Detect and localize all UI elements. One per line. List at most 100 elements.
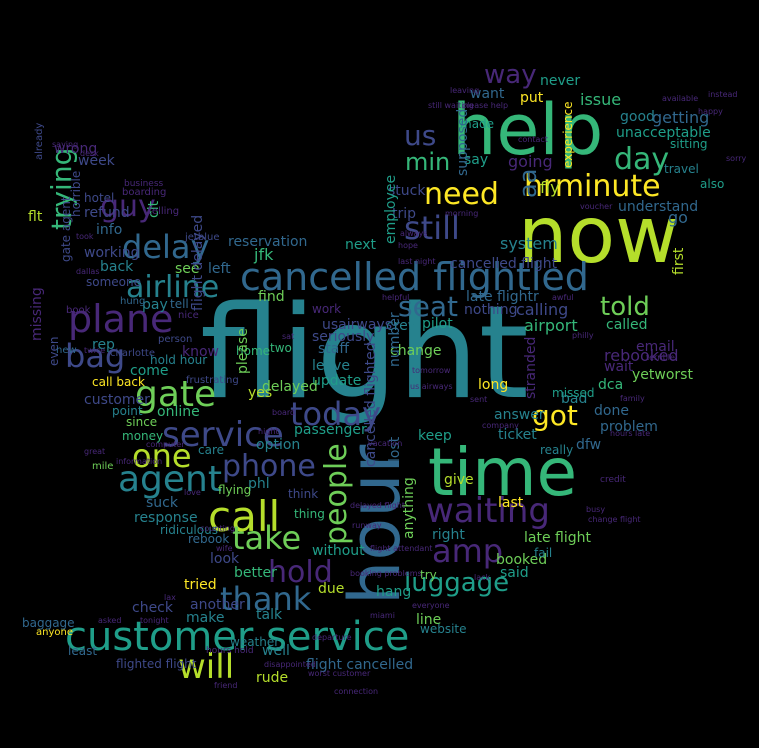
word: pay — [142, 297, 168, 313]
word: ridiculous — [160, 523, 218, 537]
word: guy — [100, 189, 156, 224]
word: leaving — [450, 86, 480, 95]
word: rebooked — [604, 346, 679, 365]
word: made — [460, 117, 495, 131]
word: computer — [146, 440, 185, 449]
word: person — [158, 334, 193, 345]
word: rude — [256, 670, 289, 686]
word: people — [319, 443, 354, 545]
word: great — [84, 447, 106, 456]
word: customer — [84, 392, 150, 408]
word: since — [126, 415, 158, 429]
word: least — [68, 644, 98, 658]
word: took — [76, 232, 94, 241]
word: jfk — [254, 245, 274, 264]
word: family — [620, 394, 645, 403]
word: unacceptable — [616, 125, 711, 141]
word: right — [432, 527, 465, 543]
word: calling — [516, 300, 569, 319]
word: employee — [383, 174, 399, 244]
word: cancelled flight — [450, 256, 558, 272]
word: nothing — [464, 302, 518, 318]
word: stranded — [523, 336, 539, 399]
word: bad — [561, 391, 588, 407]
word: hung — [120, 296, 146, 307]
word: flighted flight — [116, 657, 197, 671]
word: delayed — [262, 379, 318, 395]
word: everyone — [412, 601, 450, 610]
word: sat — [282, 332, 295, 341]
word: late flight — [524, 530, 591, 546]
word: still — [404, 209, 460, 247]
word: twice — [84, 346, 106, 355]
word: travel — [664, 162, 699, 176]
word: desk — [80, 149, 99, 158]
word: passenger — [294, 422, 367, 438]
word: flying — [218, 483, 252, 497]
word: board — [272, 408, 296, 417]
word: today — [290, 395, 381, 433]
word: dfw — [576, 437, 602, 453]
word: tell — [170, 297, 189, 311]
word: change — [390, 343, 442, 359]
word: hold — [268, 555, 333, 590]
word: need — [424, 177, 499, 212]
word: say — [464, 152, 489, 168]
word: charlotte — [110, 348, 155, 359]
word: answer — [494, 407, 545, 423]
word: update — [312, 373, 362, 389]
word: anyone — [36, 627, 73, 638]
word: stuck — [388, 183, 426, 199]
word: suck — [146, 495, 178, 511]
word: take — [232, 519, 302, 557]
word: last night — [398, 257, 436, 266]
word: boarding — [122, 187, 167, 198]
word: hotel — [84, 191, 115, 205]
word: flight attendant — [370, 544, 433, 553]
word: one — [132, 437, 192, 475]
word: want — [470, 86, 505, 102]
word: come — [130, 363, 169, 379]
word: think — [288, 487, 319, 501]
word: home — [236, 344, 271, 358]
word: already — [34, 122, 45, 160]
word: gate agent — [59, 196, 73, 262]
word: friend — [214, 681, 238, 690]
word: give — [444, 472, 474, 488]
word: left — [208, 261, 231, 277]
word: love — [184, 488, 201, 497]
word: us — [404, 119, 437, 152]
word: aa — [514, 168, 542, 198]
word: call back — [92, 375, 145, 389]
word: lax — [164, 593, 176, 602]
word: credit — [600, 475, 626, 485]
word: philly — [572, 331, 594, 340]
word: called — [606, 317, 648, 333]
word: now — [518, 191, 679, 281]
word: weather — [230, 635, 280, 649]
word: good — [620, 109, 655, 125]
word: without — [312, 543, 365, 559]
word: way — [484, 60, 537, 90]
word: company — [482, 421, 519, 430]
word: always — [400, 229, 428, 238]
word: never — [540, 73, 581, 89]
word: keep — [418, 428, 452, 444]
word: response — [134, 510, 198, 526]
word: number — [387, 312, 403, 367]
word: getting — [652, 108, 710, 127]
word: hang — [376, 584, 412, 600]
word: leave — [312, 358, 350, 374]
word: better — [234, 565, 277, 581]
word: call — [208, 492, 281, 541]
word: please help — [462, 101, 509, 110]
word: booking problems — [350, 569, 422, 578]
word: work — [312, 302, 342, 316]
word: someone — [86, 275, 141, 289]
word: happy — [698, 107, 723, 116]
word: pilot — [422, 316, 453, 332]
word: plane — [68, 297, 174, 341]
word: option — [256, 437, 301, 453]
word: wait — [604, 359, 634, 375]
